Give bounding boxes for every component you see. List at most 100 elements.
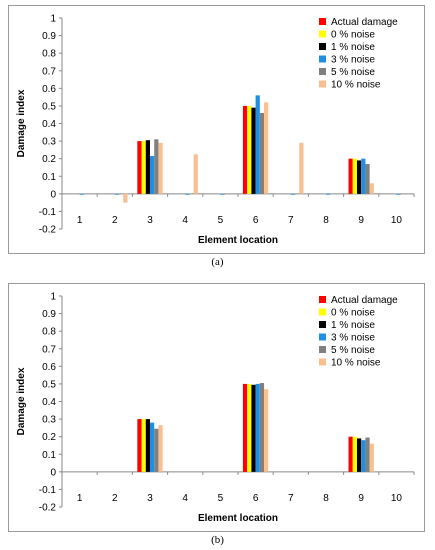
y-tick-label: 0.8 xyxy=(42,327,56,338)
x-tick-label: 10 xyxy=(391,215,403,226)
bar xyxy=(114,193,120,195)
caption-b: (b) xyxy=(211,534,224,546)
bar xyxy=(352,158,357,194)
bar xyxy=(150,156,155,194)
y-tick-label: 0.9 xyxy=(42,309,56,320)
bar xyxy=(247,383,252,472)
x-tick-label: 4 xyxy=(182,493,188,504)
x-tick-label: 1 xyxy=(77,493,83,504)
bar xyxy=(255,383,260,472)
bar xyxy=(247,105,252,194)
x-tick-label: 9 xyxy=(358,215,364,226)
x-tick-label: 4 xyxy=(182,215,188,226)
bar xyxy=(365,437,370,472)
x-tick-label: 1 xyxy=(77,215,83,226)
y-tick-label: 0.1 xyxy=(42,450,56,461)
y-tick-label: 0.4 xyxy=(42,397,56,408)
chart-a-svg: -0.2 -0.1 0 0.1 0.2 0.3 0.4 0.5 0.6 0.7 0.8 0.9 1 1 2 3… xyxy=(16,14,415,246)
bar xyxy=(123,193,128,203)
legend-swatch xyxy=(319,358,326,366)
y-tick-label: 0.6 xyxy=(42,84,56,95)
y-tick-label: 0.7 xyxy=(42,344,56,355)
bar xyxy=(145,419,150,472)
bar xyxy=(251,384,256,472)
caption-a: (a) xyxy=(211,256,224,268)
bar xyxy=(290,193,296,195)
x-tick-label: 9 xyxy=(358,493,364,504)
x-tick-label: 7 xyxy=(288,215,294,226)
legend-swatch xyxy=(319,68,326,75)
x-tick-label: 2 xyxy=(112,215,118,226)
legend-label: 0 % noise xyxy=(331,308,375,319)
x-tick-label: 7 xyxy=(288,493,294,504)
bar xyxy=(158,142,163,194)
x-tick-label: 3 xyxy=(147,493,153,504)
bar xyxy=(220,193,225,195)
bar xyxy=(145,140,150,194)
x-tick-label: 5 xyxy=(218,215,224,226)
y-tick-label: -0.2 xyxy=(39,503,57,514)
legend-label: 3 % noise xyxy=(331,55,375,66)
x-axis-label: Element location xyxy=(198,235,278,246)
bar xyxy=(242,383,248,472)
legend-swatch xyxy=(319,296,326,303)
chart-panel-a: -0.2 -0.1 0 0.1 0.2 0.3 0.4 0.5 0.6 0.7 0.8 0.9 1 1 2 3… xyxy=(8,5,425,254)
bar xyxy=(158,425,163,472)
y-tick-label: 0.6 xyxy=(42,362,56,373)
y-tick-label: 0.9 xyxy=(42,31,56,42)
bar xyxy=(137,141,142,194)
legend-swatch xyxy=(319,308,326,316)
y-tick-label: 0 xyxy=(50,189,56,200)
legend-swatch xyxy=(319,346,326,353)
y-tick-label: 0.8 xyxy=(42,49,56,60)
legend-label: 10 % noise xyxy=(331,358,381,369)
bar xyxy=(154,428,159,472)
y-tick-label: 0 xyxy=(50,467,56,478)
bar xyxy=(361,158,366,194)
bar xyxy=(193,154,198,194)
legend-label: 1 % noise xyxy=(331,42,375,53)
y-tick-label: 0.2 xyxy=(42,154,56,165)
legend-label: Actual damage xyxy=(331,295,398,306)
y-tick-label: -0.1 xyxy=(39,207,57,218)
bar xyxy=(154,139,159,194)
y-tick-label: 0.4 xyxy=(42,119,56,130)
legend-swatch xyxy=(319,30,326,38)
legend-swatch xyxy=(319,80,326,88)
x-tick-label: 8 xyxy=(323,493,329,504)
bar xyxy=(141,141,146,194)
y-axis-label: Damage index xyxy=(16,89,27,157)
bar xyxy=(356,160,362,194)
x-tick-label: 6 xyxy=(253,493,259,504)
legend-swatch xyxy=(319,321,326,328)
bar xyxy=(150,422,155,472)
legend-swatch xyxy=(319,18,326,25)
x-tick-label: 3 xyxy=(147,215,153,226)
y-tick-label: 0.2 xyxy=(42,432,56,443)
legend-label: 5 % noise xyxy=(331,345,375,356)
legend-label: 10 % noise xyxy=(331,80,381,91)
y-tick-label: -0.1 xyxy=(39,485,57,496)
bar xyxy=(79,193,84,195)
bar xyxy=(259,112,265,194)
chart-b-svg: -0.2 -0.1 0 0.1 0.2 0.3 0.4 0.5 0.6 0.7 0.8 0.9 1 1 2 3… xyxy=(16,292,415,524)
x-tick-label: 8 xyxy=(323,215,329,226)
legend-label: 5 % noise xyxy=(331,67,375,78)
x-tick-label: 2 xyxy=(112,493,118,504)
legend-swatch xyxy=(319,333,326,341)
legend-label: 1 % noise xyxy=(331,320,375,331)
bar xyxy=(348,158,353,194)
bar xyxy=(264,102,269,194)
y-tick-label: 1 xyxy=(50,292,56,303)
y-tick-label: 0.3 xyxy=(42,415,56,426)
bar xyxy=(242,105,248,194)
bar xyxy=(361,440,366,472)
x-tick-label: 5 xyxy=(218,493,224,504)
legend-swatch xyxy=(319,43,326,50)
bar xyxy=(348,436,353,472)
legend-label: Actual damage xyxy=(331,17,398,28)
y-tick-label: 1 xyxy=(50,14,56,25)
bar xyxy=(299,142,304,194)
legend-swatch xyxy=(319,55,326,63)
bar xyxy=(326,193,331,195)
